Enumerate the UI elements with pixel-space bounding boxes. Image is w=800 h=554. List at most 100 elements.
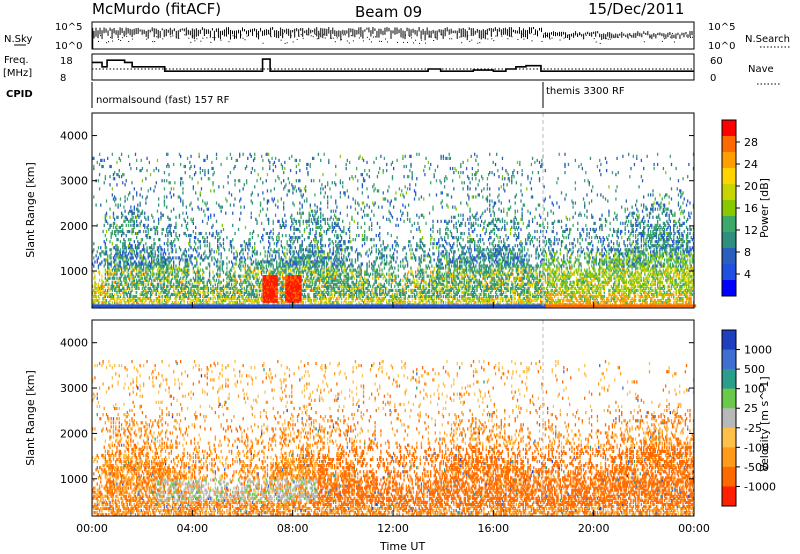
heatmap-cell [263,197,264,200]
heatmap-cell [210,250,211,253]
heatmap-cell [251,262,252,265]
heatmap-cell [204,291,205,294]
heatmap-cell [252,262,253,265]
heatmap-cell [256,273,257,276]
heatmap-cell [249,266,250,269]
heatmap-cell [208,256,209,259]
heatmap-cell [239,218,240,221]
heatmap-cell [203,252,204,255]
heatmap-cell [209,232,210,235]
heatmap-cell [145,242,146,245]
heatmap-cell [114,199,115,202]
heatmap-cell [350,246,351,249]
heatmap-cell [106,230,107,233]
heatmap-cell [302,254,303,257]
heatmap-cell [157,273,158,276]
heatmap-cell [216,220,217,223]
heatmap-cell [194,256,195,259]
heatmap-cell [337,262,338,265]
heatmap-cell [120,197,121,200]
heatmap-cell [234,256,235,259]
heatmap-cell [266,264,267,267]
heatmap-cell [263,246,264,249]
heatmap-cell [314,240,315,243]
heatmap-cell [285,260,286,263]
heatmap-cell [303,260,304,263]
heatmap-cell [171,240,172,243]
heatmap-cell [335,165,336,168]
heatmap-cell [177,269,178,272]
heatmap-cell [217,295,218,298]
heatmap-cell [203,240,204,243]
heatmap-cell [136,232,137,235]
heatmap-cell [190,201,191,204]
heatmap-cell [114,281,115,284]
heatmap-cell [361,269,362,272]
heatmap-cell [357,212,358,215]
heatmap-cell [255,281,256,284]
heatmap-cell [282,234,283,237]
heatmap-cell [320,224,321,227]
heatmap-cell [341,252,342,255]
heatmap-cell [275,269,276,272]
nsearch-point [596,42,597,43]
heatmap-cell [342,220,343,223]
heatmap-cell [142,277,143,280]
heatmap-cell [270,248,271,251]
heatmap-cell [346,246,347,249]
heatmap-cell [207,295,208,298]
heatmap-cell [226,236,227,239]
heatmap-cell [124,297,125,300]
heatmap-cell [270,258,271,261]
heatmap-cell [155,262,156,265]
heatmap-cell [126,179,127,182]
nsearch-point [347,41,348,42]
heatmap-cell [143,230,144,233]
heatmap-cell [203,210,204,213]
heatmap-cell [289,238,290,241]
heatmap-cell [305,189,306,192]
heatmap-cell [266,214,267,217]
nsearch-point [337,37,338,38]
heatmap-cell [165,234,166,237]
heatmap-cell [293,240,294,243]
heatmap-cell [130,210,131,213]
heatmap-cell [199,153,200,156]
heatmap-cell [199,293,200,296]
heatmap-cell [141,159,142,162]
heatmap-cell [186,206,187,209]
heatmap-cell [366,187,367,190]
heatmap-cell [134,295,135,298]
heatmap-cell [152,216,153,219]
heatmap-cell [136,216,137,219]
heatmap-cell [119,169,120,172]
heatmap-cell [121,216,122,219]
heatmap-cell [354,283,355,286]
heatmap-cell [136,191,137,194]
heatmap-cell [151,279,152,282]
heatmap-cell [104,181,105,184]
heatmap-cell [142,287,143,290]
heatmap-cell [260,264,261,267]
heatmap-cell [150,275,151,278]
heatmap-cell [314,210,315,213]
heatmap-cell [231,277,232,280]
heatmap-cell [134,187,135,190]
heatmap-cell [189,244,190,247]
heatmap-cell [133,248,134,251]
heatmap-cell [298,163,299,166]
heatmap-cell [137,214,138,217]
heatmap-cell [330,210,331,213]
nsearch-point [429,36,430,37]
heatmap-cell [164,179,165,182]
heatmap-cell [290,244,291,247]
heatmap-cell [341,273,342,276]
heatmap-cell [145,234,146,237]
heatmap-cell [329,295,330,298]
heatmap-cell [300,189,301,192]
heatmap-cell [156,258,157,261]
heatmap-cell [149,301,150,304]
heatmap-cell [152,291,153,294]
heatmap-cell [136,273,137,276]
heatmap-cell [324,256,325,259]
